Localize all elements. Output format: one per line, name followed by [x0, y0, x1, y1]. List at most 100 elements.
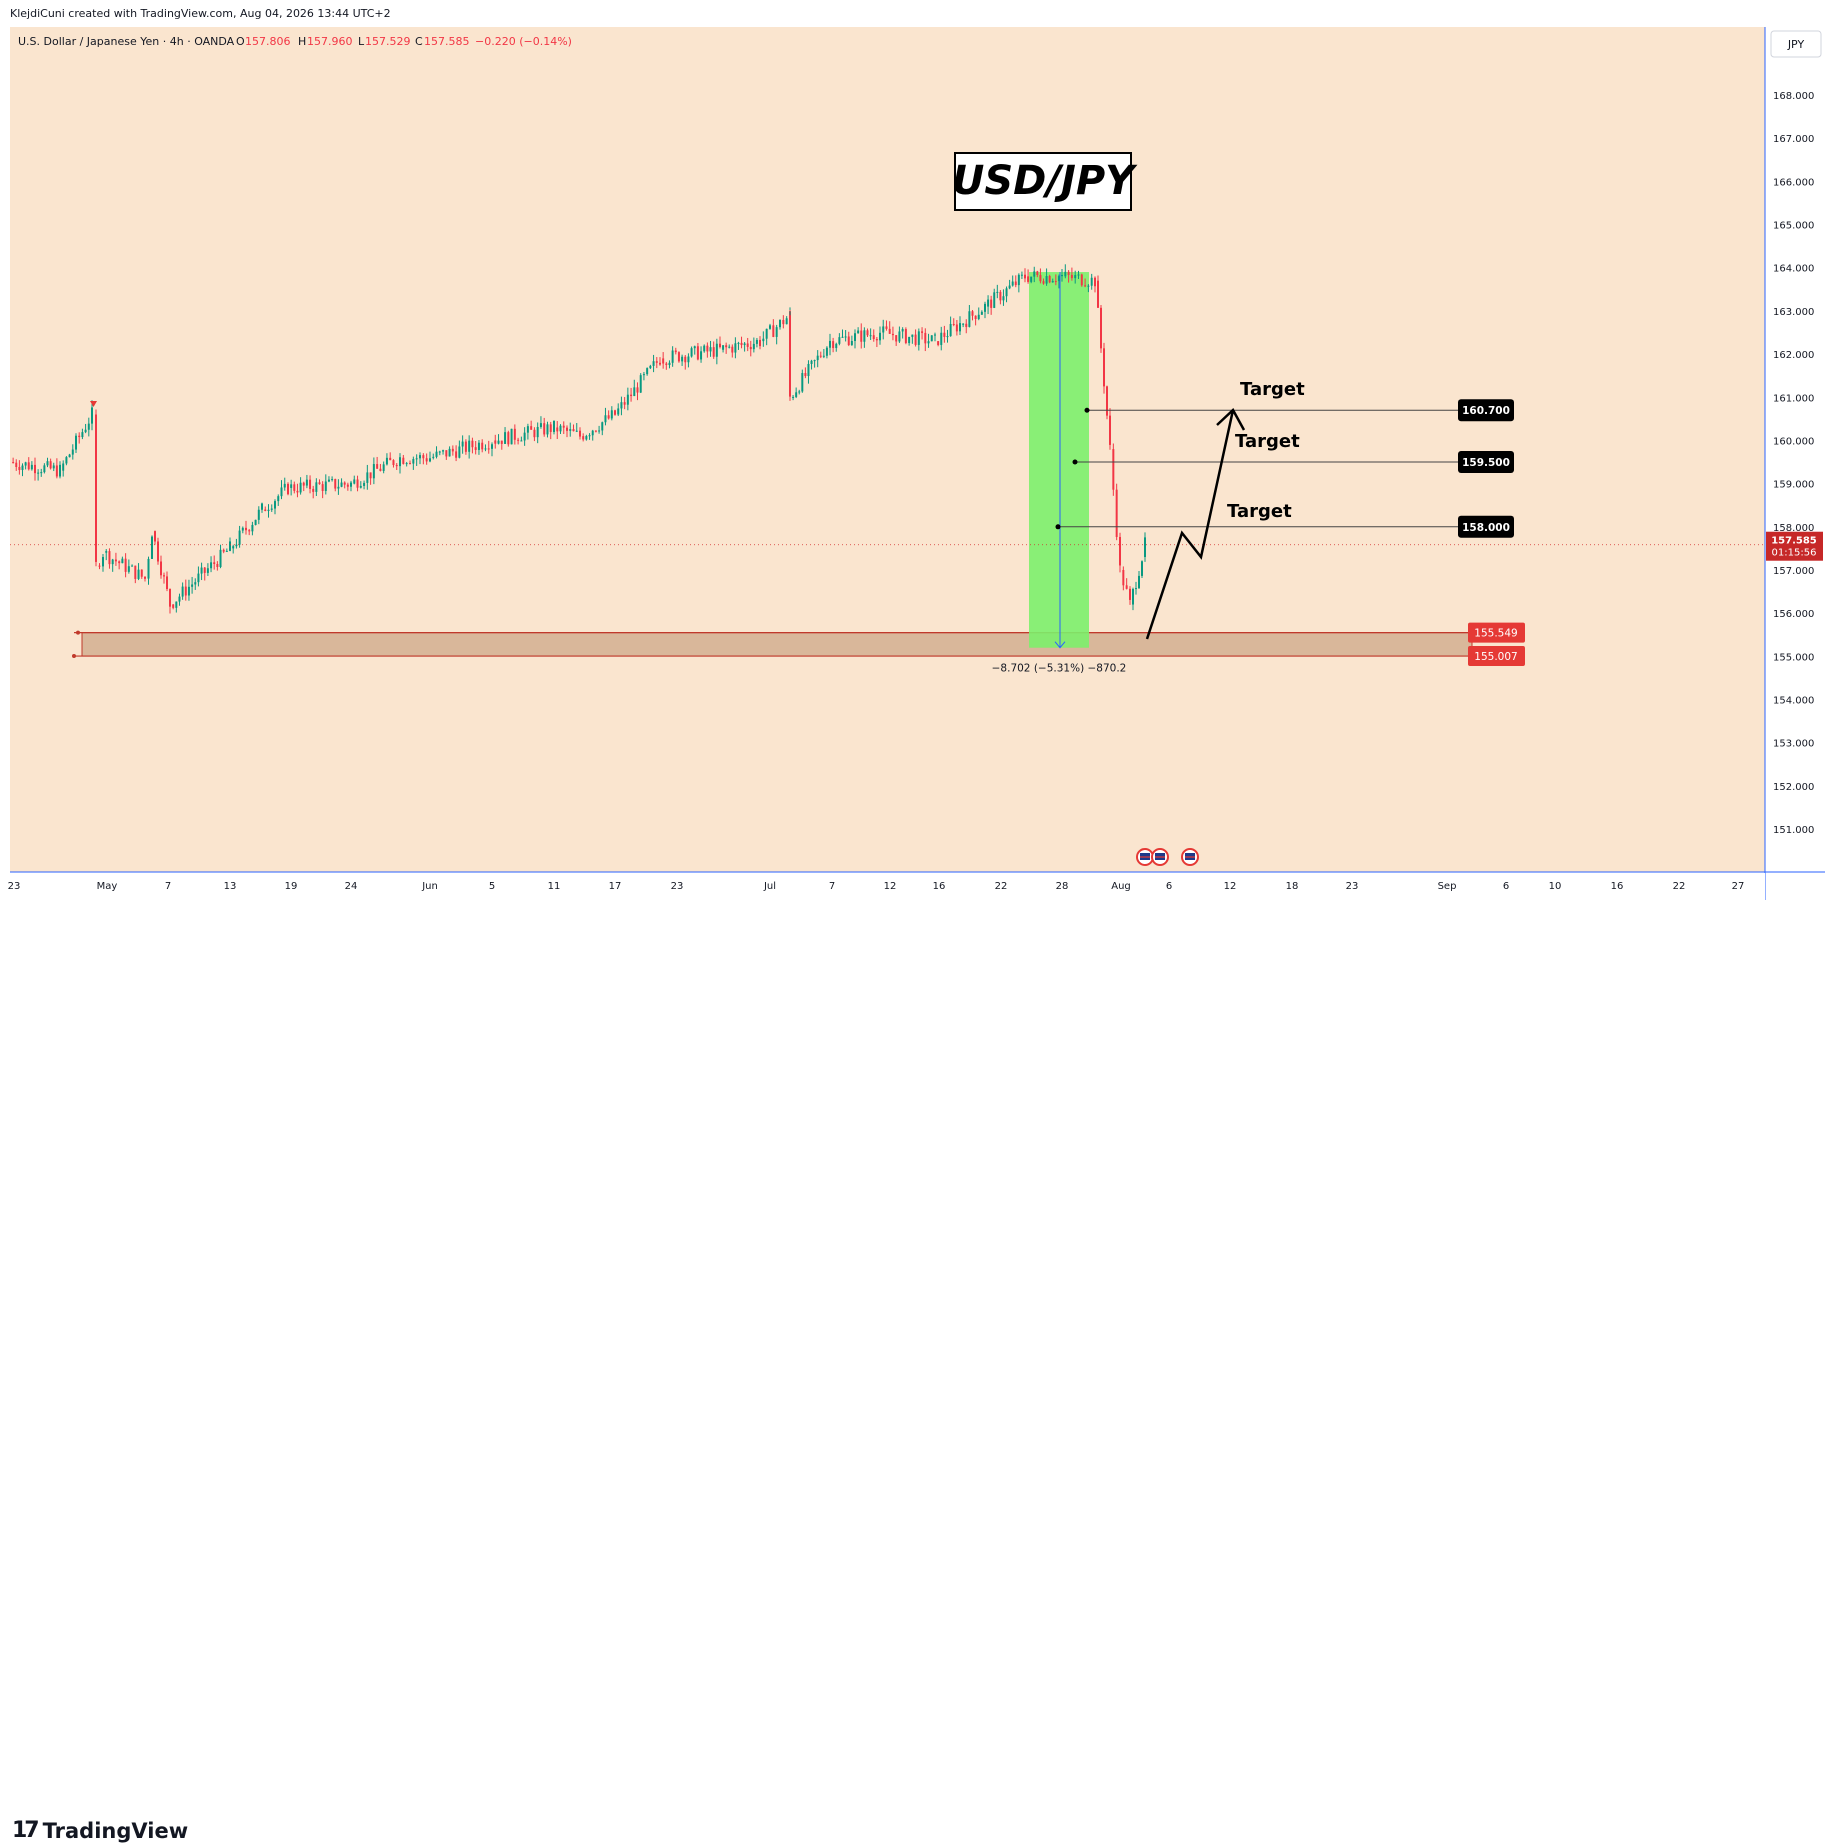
candle-body [601, 422, 604, 431]
candle-body [124, 558, 127, 572]
legend-symbol: U.S. Dollar / Japanese Yen · 4h · OANDA [18, 35, 235, 48]
price-chart[interactable]: −8.702 (−5.31%) −870.2 Target 158.000 Targ… [0, 0, 1835, 900]
candle-body [517, 439, 520, 441]
candle-body [392, 460, 395, 466]
y-tick-label: 162.000 [1773, 350, 1814, 361]
target-anchor[interactable] [1072, 459, 1078, 465]
candle-body [642, 374, 645, 376]
candle-body [993, 292, 996, 308]
candle-body [772, 325, 775, 337]
candle-body [684, 356, 687, 363]
candle-body [305, 479, 308, 486]
candle-body [841, 336, 844, 338]
candle-body [530, 426, 533, 430]
currency-button-label: JPY [1787, 38, 1805, 51]
y-tick-label: 152.000 [1773, 782, 1814, 793]
candle-body [366, 472, 369, 483]
candle-body [30, 464, 33, 470]
candle-body [438, 451, 441, 453]
tradingview-logo[interactable]: 17 TradingView [12, 1818, 188, 1843]
candle-body [1138, 575, 1140, 589]
title-box[interactable] [954, 152, 1132, 211]
candle-body [722, 345, 725, 350]
candle-body [728, 346, 731, 348]
candle-body [898, 331, 901, 342]
candle-body [184, 586, 187, 596]
candle-body [965, 323, 968, 327]
y-tick-label: 151.000 [1773, 825, 1814, 836]
swing-high-marker[interactable] [90, 401, 97, 407]
candle-body [312, 488, 315, 492]
y-tick-label: 155.000 [1773, 652, 1814, 663]
countdown-text: 01:15:56 [1772, 548, 1817, 559]
candle-body [389, 457, 392, 461]
candle-body [655, 361, 658, 363]
candle-body [668, 362, 671, 366]
x-tick-label: 6 [1166, 881, 1172, 892]
candle-body [715, 343, 718, 357]
x-tick-label: 12 [1224, 881, 1237, 892]
candle-body [807, 363, 810, 377]
candle-body [562, 425, 565, 428]
price-axis-panel[interactable] [1765, 27, 1825, 872]
low-label: L [358, 35, 365, 48]
time-axis-panel[interactable] [10, 873, 1765, 900]
candle-body [343, 482, 346, 485]
candle-body [785, 318, 788, 325]
candle-body [458, 446, 461, 458]
currency-button[interactable] [1770, 30, 1822, 58]
target-anchor[interactable] [1055, 524, 1061, 530]
candle-body [65, 457, 68, 464]
candle-body [952, 323, 955, 325]
y-tick-label: 153.000 [1773, 739, 1814, 750]
candle-body [222, 549, 225, 552]
candle-body [34, 464, 36, 474]
candle-body [464, 441, 467, 452]
candle-body [181, 586, 184, 597]
candle-body [690, 348, 693, 357]
candle-body [759, 339, 761, 347]
x-tick-label: Jul [763, 881, 776, 892]
y-tick-label: 156.000 [1773, 609, 1814, 620]
x-tick-label: 16 [1611, 881, 1624, 892]
candle-body [435, 451, 438, 457]
candle-body [445, 450, 448, 457]
candle-body [68, 454, 71, 458]
candle-body [43, 465, 46, 473]
candle-body [888, 328, 891, 334]
x-tick-label: 5 [489, 881, 495, 892]
candle-body [633, 387, 636, 397]
candle-body [1017, 274, 1020, 286]
candle-body [617, 408, 620, 415]
candle-body [353, 479, 356, 484]
candle-body [746, 343, 749, 347]
candle-body [178, 596, 181, 602]
candle-body [405, 463, 408, 465]
candle-body [1112, 449, 1115, 490]
measure-box[interactable] [1029, 272, 1089, 648]
projection-path[interactable] [1145, 409, 1235, 640]
candle-body [1094, 277, 1096, 287]
target-anchor[interactable] [1084, 407, 1090, 413]
candle-body [55, 465, 58, 477]
candle-body [425, 458, 428, 462]
candle-body [321, 484, 324, 491]
close-label: C [415, 35, 423, 48]
target-price-tag [1458, 399, 1514, 422]
candle-body [649, 365, 652, 369]
zone-anchor-top[interactable] [76, 630, 80, 635]
candle-body [327, 479, 330, 482]
candle-body [491, 444, 493, 449]
tradingview-logo-icon: 17 [12, 1818, 40, 1843]
candle-body [594, 430, 597, 432]
candle-body [1030, 276, 1033, 282]
candle-body [461, 441, 464, 447]
candle-body [455, 451, 458, 458]
candle-body [762, 338, 765, 342]
zone-anchor-bottom[interactable] [72, 654, 76, 659]
candle-body [151, 536, 153, 559]
candle-body [566, 427, 568, 431]
current-price-tag [1766, 531, 1823, 561]
support-zone[interactable] [81, 632, 1473, 657]
candle-body [693, 346, 696, 349]
